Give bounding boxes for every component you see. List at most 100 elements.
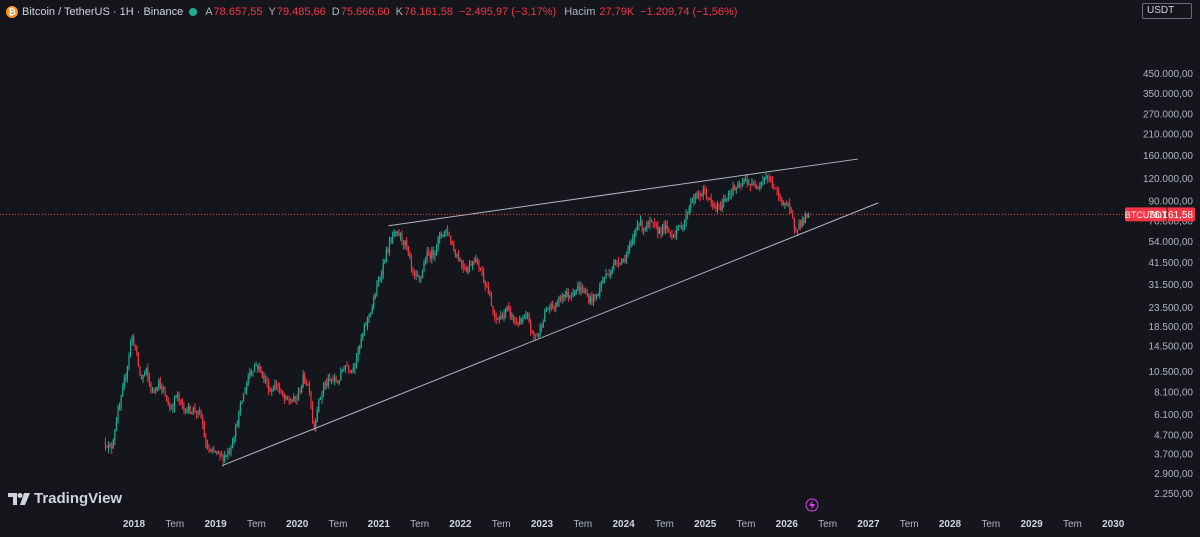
candle-body bbox=[186, 410, 188, 413]
candle-body bbox=[481, 270, 483, 272]
candle-body bbox=[585, 289, 587, 294]
candle-body bbox=[790, 208, 792, 214]
candle-body bbox=[123, 379, 125, 389]
candle-body bbox=[806, 214, 808, 218]
candle-body bbox=[241, 401, 243, 405]
candle-body bbox=[401, 233, 403, 242]
y-tick-label: 4.700,00 bbox=[1154, 431, 1193, 442]
y-tick-label: 31.500,00 bbox=[1149, 280, 1194, 291]
y-tick-label: 350.000,00 bbox=[1143, 89, 1193, 100]
candle-body bbox=[388, 241, 391, 253]
candle-body bbox=[713, 205, 715, 207]
y-axis[interactable]: 450.000,00 350.000,00 270.000,00 210.000,00… bbox=[1143, 69, 1193, 500]
candle-body bbox=[109, 444, 111, 447]
candle-body bbox=[712, 203, 714, 206]
candle-body bbox=[652, 221, 654, 223]
low-value: 75.666,60 bbox=[340, 6, 390, 18]
chart-extras bbox=[805, 498, 819, 512]
currency-button[interactable]: USDT bbox=[1142, 3, 1192, 19]
candle-body bbox=[407, 246, 409, 253]
close-label: K bbox=[395, 6, 403, 18]
candle-body bbox=[459, 260, 461, 262]
candle-body bbox=[216, 451, 218, 453]
x-tick-label: 2022 bbox=[449, 519, 472, 530]
candle-body bbox=[696, 193, 698, 199]
candle-body bbox=[748, 183, 750, 185]
candle-body bbox=[333, 377, 336, 381]
x-tick-label: 2026 bbox=[776, 519, 799, 530]
candle-body bbox=[749, 183, 751, 186]
candle-body bbox=[483, 271, 485, 281]
candle-body bbox=[140, 375, 143, 379]
candle-body bbox=[217, 451, 220, 453]
x-tick-label: 2018 bbox=[123, 519, 146, 530]
candle-body bbox=[272, 390, 274, 392]
candle-body bbox=[164, 391, 166, 396]
candle-body bbox=[326, 383, 328, 386]
candle-body bbox=[619, 263, 621, 265]
x-axis[interactable]: 2018 Tem 2019 Tem 2020 Tem 2021 Tem 2022 Tem 2023 T… bbox=[123, 519, 1125, 530]
candle-body bbox=[205, 437, 207, 444]
candle-body bbox=[404, 240, 406, 245]
candle-body bbox=[500, 315, 502, 318]
candle-body bbox=[760, 181, 762, 185]
x-tick-label: Tem bbox=[165, 519, 184, 530]
symbol-title[interactable]: Bitcoin / TetherUS · 1H · Binance bbox=[22, 6, 184, 18]
y-tick-label: 2.250,00 bbox=[1154, 489, 1193, 500]
x-tick-label: Tem bbox=[247, 519, 266, 530]
candle-body bbox=[478, 260, 480, 268]
candle-body bbox=[577, 286, 579, 290]
candle-body bbox=[329, 378, 331, 380]
candle-body bbox=[643, 229, 645, 231]
candle-body bbox=[249, 372, 251, 378]
candle-body bbox=[440, 233, 442, 236]
candle-body bbox=[313, 422, 315, 428]
tradingview-logo[interactable]: TradingView bbox=[8, 490, 122, 507]
flash-icon[interactable] bbox=[805, 498, 819, 512]
x-tick-label: Tem bbox=[329, 519, 348, 530]
candle-body bbox=[787, 203, 789, 205]
candle-body bbox=[735, 188, 737, 191]
volume-label: Hacim bbox=[564, 6, 596, 18]
candle-body bbox=[111, 446, 113, 449]
candle-body bbox=[558, 296, 560, 306]
candle-body bbox=[104, 442, 107, 446]
candle-body bbox=[308, 384, 311, 392]
candle-body bbox=[296, 398, 298, 400]
y-tick-label: 23.500,00 bbox=[1149, 303, 1194, 314]
candle-body bbox=[567, 291, 569, 298]
candle-body bbox=[208, 448, 210, 451]
trendline-lower[interactable] bbox=[221, 202, 879, 467]
market-status-icon[interactable] bbox=[189, 8, 198, 16]
candle-body bbox=[690, 202, 692, 208]
trendline-upper[interactable] bbox=[388, 158, 858, 227]
y-tick-label: 14.500,00 bbox=[1149, 341, 1194, 352]
candle-body bbox=[114, 430, 116, 441]
candle-body bbox=[129, 341, 132, 356]
trendlines[interactable] bbox=[221, 158, 879, 467]
candle-body bbox=[288, 399, 290, 402]
candle-body bbox=[644, 228, 646, 230]
candle-body bbox=[247, 377, 249, 384]
candle-body bbox=[365, 325, 367, 327]
candle-body bbox=[566, 291, 568, 295]
candle-body bbox=[467, 268, 469, 272]
candle-body bbox=[726, 198, 728, 201]
candle-body bbox=[511, 314, 513, 317]
candle-body bbox=[420, 276, 422, 279]
candle-body bbox=[255, 364, 257, 367]
candle-body bbox=[128, 355, 130, 367]
candle-body bbox=[107, 444, 110, 449]
candle-body bbox=[550, 303, 552, 309]
candle-body bbox=[335, 377, 337, 382]
candle-body bbox=[173, 396, 176, 408]
candle-body bbox=[352, 368, 354, 370]
candle-body bbox=[504, 309, 507, 314]
candle-body bbox=[487, 286, 489, 294]
candle-body bbox=[170, 407, 172, 410]
candle-body bbox=[269, 391, 271, 393]
candle-body bbox=[782, 201, 784, 206]
candle-body bbox=[710, 198, 712, 204]
candle-body bbox=[260, 366, 262, 371]
